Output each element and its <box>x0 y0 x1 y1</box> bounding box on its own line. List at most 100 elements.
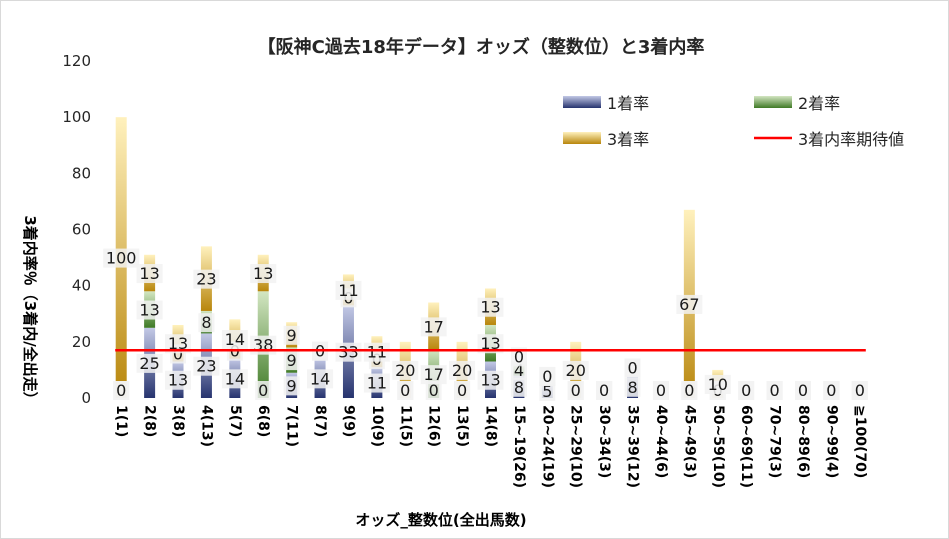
data-label-place: 13 <box>480 334 500 353</box>
data-label-show: 0 <box>627 359 637 378</box>
data-label-bg <box>823 381 840 400</box>
data-label-place: 0 <box>116 381 126 400</box>
data-label-show: 0 <box>855 381 865 400</box>
legend-swatch-show <box>563 132 601 144</box>
data-label-bg <box>596 381 613 400</box>
data-label-bg <box>165 334 192 354</box>
data-label-win: 8 <box>514 378 524 397</box>
y-tick-label: 80 <box>72 164 91 182</box>
data-label-show: 0 <box>769 381 779 400</box>
data-label-show: 0 <box>599 381 609 400</box>
data-label-bg <box>420 317 447 337</box>
data-label-bg <box>198 313 215 333</box>
x-category-label: 12(6) <box>426 405 442 447</box>
data-label-bg <box>307 369 334 389</box>
x-axis-categories: 1(1) 2(8) 3(8) 4(13) 5(7) 6(8) 7(11) 8(7) 9(9) 10… <box>113 405 868 488</box>
data-label-show: 0 <box>542 367 552 386</box>
y-tick-label: 120 <box>62 52 91 70</box>
data-label-bg <box>165 370 192 390</box>
data-label-bg <box>363 342 390 362</box>
data-label-show: 9 <box>287 326 297 345</box>
data-label-win: 9 <box>287 376 297 395</box>
data-label-show: 13 <box>139 264 159 283</box>
x-category-label: 2(8) <box>142 405 158 437</box>
legend-label-win: 1着率 <box>607 94 649 113</box>
data-label-place: 0 <box>684 381 694 400</box>
x-category-label: 70~79(3) <box>767 405 783 478</box>
data-label-bg <box>477 334 504 354</box>
y-tick-label: 60 <box>72 221 91 239</box>
x-category-label: 7(11) <box>284 405 300 447</box>
legend-swatch-place <box>754 96 792 108</box>
data-labels-layer: 0010025131313013238231401403813999140033… <box>103 248 868 401</box>
y-tick-label: 100 <box>62 108 91 126</box>
data-label-win: 23 <box>196 357 216 376</box>
data-label-bg <box>624 358 641 378</box>
x-category-label: 60~69(11) <box>738 405 754 488</box>
data-label-show: 11 <box>338 281 358 300</box>
data-label-place: 8 <box>201 313 211 332</box>
data-label-bg <box>397 381 414 400</box>
data-label-bg <box>420 365 447 385</box>
data-label-bg <box>221 330 248 350</box>
data-label-place: 38 <box>253 336 273 355</box>
data-label-place: 4 <box>514 361 524 380</box>
data-label-bg <box>193 356 220 376</box>
data-label-bg <box>794 381 811 400</box>
data-label-bg <box>335 280 362 300</box>
x-category-label: 1(1) <box>113 405 129 437</box>
x-category-label: 35~39(12) <box>625 405 641 488</box>
x-category-label: 45~49(3) <box>681 405 697 478</box>
data-label-place: 17 <box>424 365 444 384</box>
data-label-bg <box>283 376 300 396</box>
data-label-place: 9 <box>287 351 297 370</box>
data-label-win: 14 <box>310 369 330 388</box>
data-label-bg <box>283 325 300 345</box>
data-label-bg <box>477 370 504 390</box>
x-axis-title: オッズ_整数位(全出馬数) <box>355 511 526 529</box>
data-label-bg <box>652 381 669 400</box>
y-axis-ticks: 0 20 40 60 80 100 120 <box>62 52 91 407</box>
data-label-win: 25 <box>139 354 159 373</box>
data-label-bg <box>738 381 755 400</box>
data-label-bg <box>477 297 504 317</box>
y-tick-label: 20 <box>72 333 91 351</box>
data-label-bg <box>510 377 527 397</box>
data-label-place: 0 <box>400 381 410 400</box>
data-label-show: 0 <box>826 381 836 400</box>
data-label-bg <box>113 381 130 400</box>
data-label-show: 11 <box>367 343 387 362</box>
x-category-label: 25~29(10) <box>568 405 584 488</box>
x-category-label: 3(8) <box>170 405 186 437</box>
data-label-show: 23 <box>196 270 216 289</box>
chart-title: 【阪神C過去18年データ】オッズ（整数位）と3着内率 <box>258 36 705 58</box>
data-label-bg <box>255 381 272 400</box>
data-label-show: 10 <box>708 375 728 394</box>
data-label-place: 0 <box>173 344 183 363</box>
data-label-win: 0 <box>429 381 439 400</box>
data-label-bg <box>567 381 584 400</box>
data-label-win: 14 <box>225 369 245 388</box>
x-category-label: 90~99(4) <box>823 405 839 478</box>
data-label-show: 20 <box>452 361 472 380</box>
data-label-show: 100 <box>106 249 137 268</box>
data-label-bg <box>562 360 589 380</box>
legend-swatch-win <box>563 96 601 108</box>
x-category-label: 5(7) <box>227 405 243 437</box>
data-label-show: 17 <box>424 317 444 336</box>
data-label-show: 13 <box>253 264 273 283</box>
data-label-place: 0 <box>457 381 467 400</box>
legend-label-place: 2着率 <box>798 94 840 113</box>
data-label-show: 20 <box>566 361 586 380</box>
data-label-win: 13 <box>480 371 500 390</box>
data-label-bg <box>539 381 556 401</box>
data-label-bg <box>283 351 300 371</box>
x-category-label: 8(7) <box>312 405 328 437</box>
x-category-label: 4(13) <box>198 405 214 447</box>
data-label-bg <box>851 381 868 400</box>
legend-label-show: 3着率 <box>607 130 649 149</box>
x-category-label: ≧100(70) <box>852 405 868 478</box>
data-label-bg <box>510 347 527 367</box>
data-label-bg <box>363 373 390 393</box>
